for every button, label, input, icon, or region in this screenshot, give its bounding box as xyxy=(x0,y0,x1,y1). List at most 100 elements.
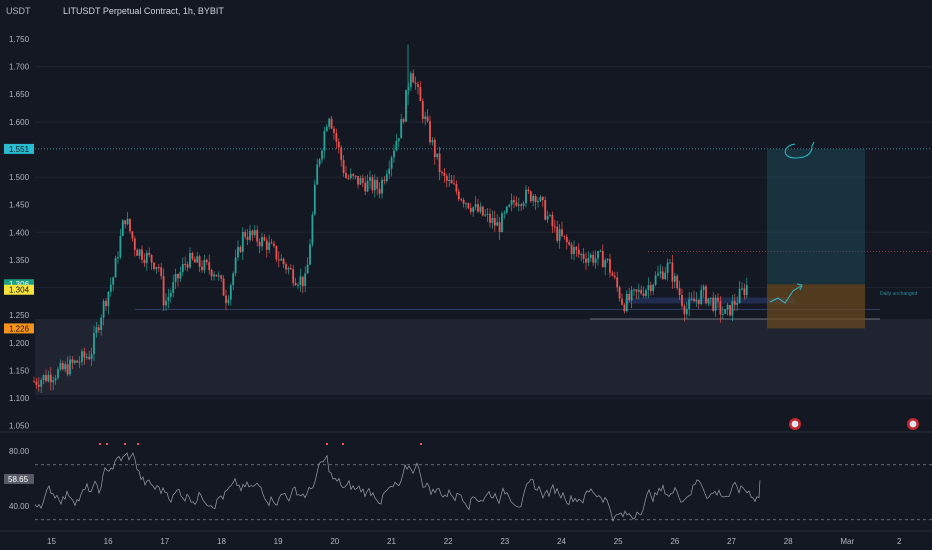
candle-body[interactable] xyxy=(676,275,679,289)
candle-body[interactable] xyxy=(717,297,719,302)
candle-body[interactable] xyxy=(738,288,741,303)
candle-body[interactable] xyxy=(637,289,640,292)
candle-body[interactable] xyxy=(529,191,532,202)
candle-body[interactable] xyxy=(664,272,667,280)
candle-body[interactable] xyxy=(289,267,292,270)
candle-body[interactable] xyxy=(522,203,525,206)
candle-body[interactable] xyxy=(685,308,688,315)
candle-body[interactable] xyxy=(700,290,703,304)
candle-body[interactable] xyxy=(256,230,259,242)
candle-body[interactable] xyxy=(61,363,64,370)
candle-body[interactable] xyxy=(239,247,242,252)
candle-body[interactable] xyxy=(611,272,614,276)
candle-body[interactable] xyxy=(73,360,76,363)
rsi-line[interactable] xyxy=(34,452,761,523)
candle-body[interactable] xyxy=(496,222,499,226)
candle-body[interactable] xyxy=(534,195,537,203)
candle-body[interactable] xyxy=(621,298,623,305)
candle-body[interactable] xyxy=(83,351,86,358)
candle-body[interactable] xyxy=(85,356,88,358)
candle-body[interactable] xyxy=(714,297,717,311)
candle-body[interactable] xyxy=(517,204,520,206)
candle-body[interactable] xyxy=(40,380,43,387)
candle-body[interactable] xyxy=(647,285,650,291)
candle-body[interactable] xyxy=(493,218,496,226)
candle-body[interactable] xyxy=(412,73,415,83)
candle-body[interactable] xyxy=(165,300,167,306)
candle-body[interactable] xyxy=(628,293,631,301)
candle-body[interactable] xyxy=(678,288,681,295)
candle-body[interactable] xyxy=(577,249,580,255)
candle-body[interactable] xyxy=(623,304,626,312)
candle-body[interactable] xyxy=(201,266,203,271)
candle-body[interactable] xyxy=(604,260,607,268)
candle-body[interactable] xyxy=(193,259,196,263)
candle-body[interactable] xyxy=(143,259,146,264)
candle-body[interactable] xyxy=(246,236,249,240)
candle-body[interactable] xyxy=(697,299,700,304)
prev-close-tag[interactable] xyxy=(4,284,34,295)
candle-body[interactable] xyxy=(280,258,283,261)
candle-body[interactable] xyxy=(465,203,467,205)
candle-body[interactable] xyxy=(196,256,199,263)
candle-body[interactable] xyxy=(477,204,479,212)
candle-body[interactable] xyxy=(241,232,244,252)
candle-body[interactable] xyxy=(45,375,47,382)
candle-body[interactable] xyxy=(484,214,487,216)
candle-body[interactable] xyxy=(613,275,616,278)
candle-body[interactable] xyxy=(126,218,129,225)
candle-body[interactable] xyxy=(575,247,578,250)
candle-body[interactable] xyxy=(712,297,715,311)
candle-body[interactable] xyxy=(448,179,451,181)
candle-body[interactable] xyxy=(361,178,364,183)
candle-body[interactable] xyxy=(340,147,343,161)
candle-body[interactable] xyxy=(347,177,350,179)
candle-body[interactable] xyxy=(325,126,328,132)
candle-body[interactable] xyxy=(215,274,218,277)
candle-body[interactable] xyxy=(181,263,184,272)
candle-body[interactable] xyxy=(390,157,393,169)
candle-body[interactable] xyxy=(429,121,431,143)
candle-body[interactable] xyxy=(369,177,371,181)
candle-body[interactable] xyxy=(690,298,693,300)
candle-body[interactable] xyxy=(304,273,307,286)
candle-body[interactable] xyxy=(371,177,374,191)
candle-body[interactable] xyxy=(66,364,69,375)
candle-body[interactable] xyxy=(148,252,151,255)
candle-body[interactable] xyxy=(666,262,669,273)
candle-body[interactable] xyxy=(721,313,724,315)
candle-body[interactable] xyxy=(88,356,91,360)
candle-body[interactable] xyxy=(501,213,503,233)
candle-body[interactable] xyxy=(97,327,100,331)
candle-body[interactable] xyxy=(366,180,369,192)
profit-zone[interactable] xyxy=(767,148,865,285)
candle-body[interactable] xyxy=(37,384,40,387)
candle-body[interactable] xyxy=(232,273,235,286)
last-price-tag[interactable] xyxy=(4,279,34,290)
candle-body[interactable] xyxy=(354,175,357,177)
candle-body[interactable] xyxy=(121,220,124,236)
candle-body[interactable] xyxy=(35,381,38,385)
candle-body[interactable] xyxy=(114,257,117,278)
candle-body[interactable] xyxy=(381,179,383,194)
candle-body[interactable] xyxy=(54,378,57,381)
candle-body[interactable] xyxy=(131,231,134,239)
candle-body[interactable] xyxy=(445,176,448,181)
candle-body[interactable] xyxy=(616,277,619,288)
candle-body[interactable] xyxy=(549,214,551,216)
candle-body[interactable] xyxy=(659,271,662,274)
candle-body[interactable] xyxy=(649,285,652,292)
candle-body[interactable] xyxy=(669,262,671,264)
candle-body[interactable] xyxy=(78,361,81,363)
candle-body[interactable] xyxy=(153,262,155,269)
candle-body[interactable] xyxy=(592,254,595,263)
candle-body[interactable] xyxy=(450,179,453,184)
candle-body[interactable] xyxy=(405,89,407,122)
candle-body[interactable] xyxy=(539,196,542,201)
candle-body[interactable] xyxy=(270,242,273,244)
candle-body[interactable] xyxy=(141,249,143,260)
candle-body[interactable] xyxy=(515,202,518,206)
candle-body[interactable] xyxy=(105,301,107,307)
rsi-current-tag[interactable] xyxy=(4,474,34,484)
candle-body[interactable] xyxy=(333,128,335,133)
